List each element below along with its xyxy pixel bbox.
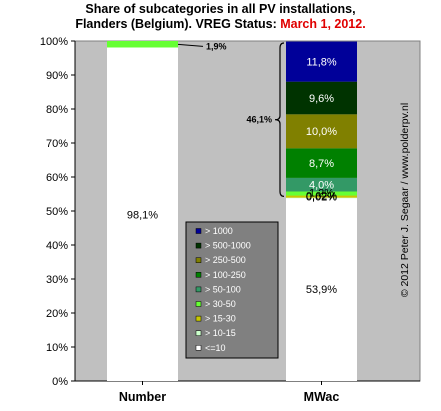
- annotation-label: 1,9%: [206, 41, 227, 51]
- legend-label: > 50-100: [205, 284, 241, 294]
- legend-swatch: [195, 257, 202, 263]
- y-tick-label: 30%: [46, 274, 68, 286]
- data-label: 0,62%: [306, 190, 337, 202]
- legend: > 1000 > 500-1000 > 250-500 > 100-250 > 50-1…: [185, 221, 279, 359]
- bar-segment: [107, 41, 178, 48]
- bar-segment: [286, 191, 357, 196]
- data-label: 4,0%: [309, 179, 334, 191]
- legend-label: <=10: [205, 343, 226, 353]
- legend-swatch: [195, 330, 202, 336]
- legend-label: > 10-15: [205, 328, 236, 338]
- data-label: 1,2%: [309, 188, 334, 200]
- x-category-label: Number: [119, 390, 166, 404]
- legend-swatch: [195, 272, 202, 278]
- x-category-label: MWac: [304, 390, 340, 404]
- legend-swatch: [195, 242, 202, 249]
- legend-label: > 1000: [205, 226, 233, 236]
- bar-segment: [286, 81, 357, 115]
- legend-label: > 250-500: [205, 255, 246, 265]
- data-label: 11,8%: [306, 56, 337, 68]
- data-label: 9,6%: [309, 93, 334, 105]
- title-line-2: Flanders (Belgium). VREG Status: March 1…: [0, 17, 441, 32]
- y-tick-label: 90%: [46, 70, 68, 82]
- bar-segment: [286, 41, 357, 82]
- bar-segment: [286, 114, 357, 149]
- bar-segment: [286, 197, 357, 199]
- annotation-leader: [177, 43, 204, 47]
- data-label: 53,9%: [306, 284, 337, 296]
- bar-segment: [286, 148, 357, 178]
- bar-segment: [107, 47, 178, 382]
- data-label: 10,0%: [306, 126, 337, 138]
- legend-label: > 30-50: [205, 299, 236, 309]
- y-tick-label: 80%: [46, 104, 68, 116]
- legend-label: > 500-1000: [205, 241, 251, 251]
- y-tick-label: 50%: [46, 206, 68, 218]
- legend-swatch: [195, 286, 202, 293]
- bar-segment: [286, 197, 357, 381]
- legend-swatch: [195, 345, 202, 351]
- copyright-text: © 2012 Peter J. Segaar / www.polderpv.nl: [399, 103, 411, 297]
- chart-title: Share of subcategories in all PV install…: [0, 2, 441, 32]
- legend-label: > 100-250: [205, 270, 246, 280]
- data-label: 0,02%: [306, 191, 337, 203]
- title-line-1: Share of subcategories in all PV install…: [85, 2, 356, 16]
- bar-segment: [286, 195, 357, 198]
- annotation-label: 46,1%: [246, 115, 272, 125]
- legend-swatch: [195, 228, 202, 234]
- data-label: 98,1%: [127, 209, 158, 221]
- y-tick-label: 0%: [52, 376, 68, 388]
- title-date: March 1, 2012.: [280, 17, 366, 31]
- data-label: 8,7%: [309, 158, 334, 170]
- y-tick-label: 70%: [46, 138, 68, 150]
- title-line-2-text: Flanders (Belgium). VREG Status:: [75, 17, 281, 31]
- y-tick-label: 20%: [46, 308, 68, 320]
- legend-label: > 15-30: [205, 314, 236, 324]
- bar-segment: [286, 177, 357, 192]
- y-tick-label: 100%: [40, 36, 68, 48]
- y-tick-label: 60%: [46, 172, 68, 184]
- legend-box: [185, 221, 279, 359]
- legend-swatch: [195, 301, 202, 307]
- y-tick-label: 10%: [46, 342, 68, 354]
- y-tick-label: 40%: [46, 240, 68, 252]
- legend-swatch: [195, 315, 202, 322]
- annotation-brace: [274, 42, 285, 197]
